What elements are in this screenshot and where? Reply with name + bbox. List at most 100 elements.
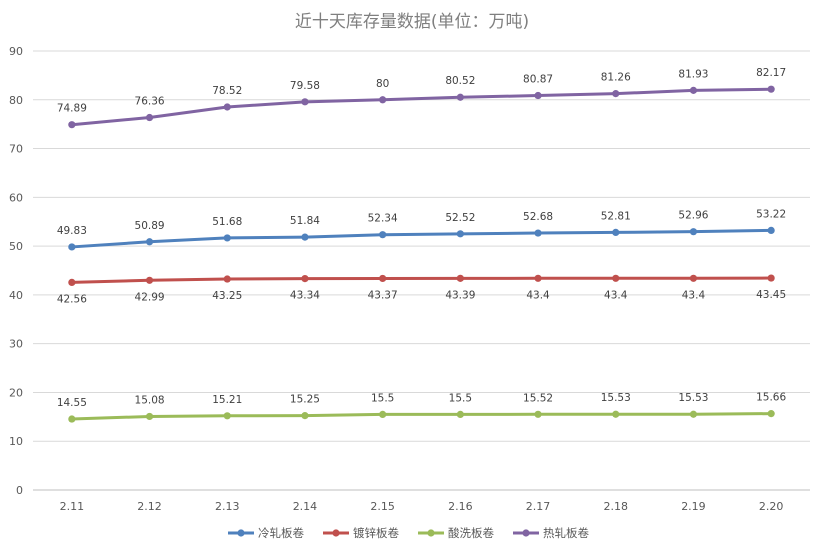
y-tick-label: 20 — [9, 386, 23, 399]
data-label: 51.68 — [212, 216, 242, 228]
y-tick-label: 60 — [9, 191, 23, 204]
y-tick-label: 50 — [9, 240, 23, 253]
data-label: 52.81 — [601, 210, 631, 222]
legend-label: 冷轧板卷 — [258, 526, 304, 540]
series-line — [70, 276, 773, 284]
data-point — [223, 275, 231, 283]
data-label: 15.5 — [371, 392, 394, 404]
data-label: 78.52 — [212, 85, 242, 97]
legend-label: 酸洗板卷 — [448, 526, 494, 540]
legend-label: 热轧板卷 — [543, 526, 589, 540]
y-tick-label: 90 — [9, 45, 23, 58]
data-label: 42.56 — [57, 293, 87, 305]
series-line — [70, 87, 773, 127]
data-label: 15.66 — [756, 392, 786, 404]
y-tick-label: 0 — [16, 484, 23, 497]
data-label: 53.22 — [756, 208, 786, 220]
y-tick-label: 80 — [9, 94, 23, 107]
data-point — [612, 90, 620, 98]
series-3: 14.55 15.08 15.21 15.25 15.5 15.5 15.52 15.53 15… — [57, 392, 786, 423]
chart-title: 近十天库存量数据(单位：万吨) — [295, 12, 529, 32]
data-label: 15.08 — [135, 394, 165, 406]
data-point — [68, 243, 76, 251]
data-point — [456, 274, 464, 282]
data-label: 76.36 — [135, 96, 165, 108]
data-point — [689, 86, 698, 94]
data-label: 15.53 — [601, 392, 631, 404]
data-label: 43.37 — [368, 289, 398, 301]
x-tick-label: 2.16 — [448, 500, 473, 513]
x-tick-label: 2.14 — [293, 500, 318, 513]
data-point — [223, 412, 231, 420]
y-axis: 0 10 20 30 40 50 60 70 80 90 — [9, 45, 23, 497]
x-tick-label: 2.15 — [370, 500, 395, 513]
legend-label: 镀锌板卷 — [353, 526, 399, 540]
data-point — [534, 410, 542, 418]
data-point — [612, 274, 620, 282]
data-label: 80.52 — [445, 75, 475, 87]
x-axis: 2.11 2.12 2.13 2.14 2.15 2.16 2.17 2.18 2.19 2.20 — [60, 500, 784, 513]
x-tick-label: 2.19 — [681, 500, 706, 513]
legend-swatch-marker — [237, 529, 245, 537]
data-label: 49.83 — [57, 225, 87, 237]
data-point — [379, 231, 387, 239]
data-label: 52.68 — [523, 211, 553, 223]
data-label: 52.52 — [445, 212, 475, 224]
data-label: 74.89 — [57, 103, 87, 115]
data-point — [689, 274, 698, 282]
data-label: 15.53 — [678, 392, 708, 404]
data-label: 52.34 — [368, 213, 398, 225]
data-point — [456, 93, 464, 101]
data-point — [612, 410, 620, 418]
x-tick-label: 2.11 — [60, 500, 85, 513]
x-tick-label: 2.17 — [526, 500, 551, 513]
data-label: 51.84 — [290, 215, 320, 227]
y-tick-label: 40 — [9, 289, 23, 302]
data-point — [456, 230, 464, 238]
data-label: 82.17 — [756, 67, 786, 79]
data-point — [689, 410, 698, 418]
data-label: 14.55 — [57, 397, 87, 409]
legend-swatch-marker — [332, 529, 340, 537]
legend-item: 镀锌板卷 — [323, 526, 399, 540]
y-tick-label: 70 — [9, 143, 23, 156]
data-point — [68, 278, 76, 287]
data-label: 43.4 — [604, 289, 628, 301]
data-point — [689, 228, 698, 236]
data-label: 43.25 — [212, 290, 242, 302]
series-line — [70, 228, 773, 249]
data-point — [301, 274, 309, 283]
data-point — [145, 238, 154, 246]
legend-item: 冷轧板卷 — [228, 526, 304, 540]
data-point — [223, 103, 231, 111]
data-label: 42.99 — [135, 291, 165, 303]
data-label: 80.87 — [523, 74, 553, 86]
data-label: 80 — [376, 78, 389, 90]
x-tick-label: 2.20 — [759, 500, 784, 513]
series-2: 42.56 42.99 43.25 43.34 43.37 43.39 43.4 43.4 43… — [57, 274, 786, 305]
data-point — [301, 412, 309, 420]
data-label: 43.4 — [526, 289, 550, 301]
data-point — [767, 85, 775, 93]
data-label: 81.26 — [601, 72, 631, 84]
data-point — [379, 410, 387, 418]
legend-swatch-marker — [522, 529, 530, 537]
series-1: 49.83 50.89 51.68 51.84 52.34 52.52 52.68 52.81… — [57, 208, 786, 251]
data-point — [223, 234, 231, 242]
data-point — [534, 274, 542, 282]
data-label: 79.58 — [290, 80, 320, 92]
data-point — [767, 226, 775, 235]
y-tick-label: 30 — [9, 338, 23, 351]
x-tick-label: 2.13 — [215, 500, 240, 513]
legend-swatch-marker — [427, 529, 435, 537]
data-point — [68, 415, 76, 423]
data-label: 43.34 — [290, 290, 320, 302]
data-label: 15.25 — [290, 394, 320, 406]
legend-item: 酸洗板卷 — [418, 526, 494, 540]
y-tick-label: 10 — [9, 435, 23, 448]
legend: 冷轧板卷 镀锌板卷 酸洗板卷 热轧板卷 — [228, 526, 589, 540]
x-tick-label: 2.12 — [137, 500, 162, 513]
data-point — [379, 96, 387, 104]
data-label: 15.5 — [449, 392, 472, 404]
data-point — [68, 121, 76, 129]
